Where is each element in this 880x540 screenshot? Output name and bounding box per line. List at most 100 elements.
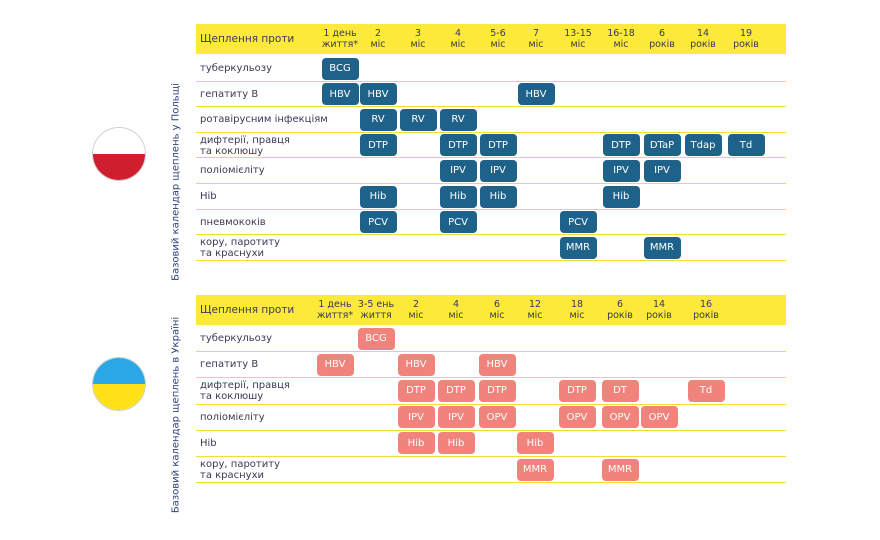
poland-header-bar: Щеплення проти 1 день життя* 2 міс 3 міс 4 міс 5-… xyxy=(196,24,786,54)
ukraine-row-divider xyxy=(196,351,786,353)
poland-vaccine-cell: RV xyxy=(439,108,477,131)
ukraine-vaccine-cell: MMR xyxy=(516,458,554,481)
poland-header-title: Щеплення проти xyxy=(200,33,295,45)
poland-column-header-line1: 3 xyxy=(414,28,422,39)
poland-row-label: поліомієліту xyxy=(200,165,265,177)
poland-column-header-line2: міс xyxy=(370,39,386,50)
ukraine-column-header-line1: 4 xyxy=(452,299,460,310)
ukraine-vaccine-cell: OPV xyxy=(601,406,639,429)
poland-row-divider xyxy=(196,157,786,159)
ukraine-vaccine-cell: DTP xyxy=(437,379,475,402)
ukraine-column-header: 6 років xyxy=(607,299,633,321)
poland-vaccine-cell: HBV xyxy=(321,83,359,106)
poland-row-label: ротавірусним інфекціям xyxy=(200,114,328,126)
ukraine-column-header-line1: 18 xyxy=(570,299,584,310)
poland-column-header-line1: 19 xyxy=(739,28,753,39)
ukraine-column-header-line2: років xyxy=(607,310,633,321)
poland-vaccine-cell: MMR xyxy=(559,236,597,259)
poland-row-divider xyxy=(196,131,786,133)
ukraine-row-label: гепатиту В xyxy=(200,359,259,371)
poland-row-label: дифтерії, правця та коклюшу xyxy=(200,134,290,157)
ukraine-column-header-line2: міс xyxy=(527,310,543,321)
poland-vaccine-cell: Hib xyxy=(359,185,397,208)
poland-column-header-line1: 13-15 xyxy=(564,28,592,39)
ukraine-vaccine-cell: HBV xyxy=(397,353,435,376)
poland-vaccine-cell: Tdap xyxy=(684,134,722,157)
poland-side-label: Базовий календар щеплень у Польщі xyxy=(170,83,182,281)
ukraine-column-header: 3-5 ень життя xyxy=(358,299,394,321)
poland-column-header: 3 міс xyxy=(410,28,425,50)
poland-column-header: 5-6 міс xyxy=(490,28,506,50)
poland-column-header-line2: міс xyxy=(528,39,544,50)
ukraine-column-header: 18 міс xyxy=(569,299,584,321)
ukraine-column-header: 2 міс xyxy=(408,299,423,321)
ukraine-column-header: 16 років xyxy=(693,299,719,321)
ukraine-column-header-line2: міс xyxy=(489,310,505,321)
poland-column-header-line1: 5-6 xyxy=(490,28,506,39)
poland-vaccine-cell: DTaP xyxy=(643,134,681,157)
poland-column-header: 4 міс xyxy=(450,28,465,50)
ukraine-column-header: 1 день життя* xyxy=(317,299,353,321)
poland-vaccine-cell: Hib xyxy=(602,185,640,208)
ukraine-vaccine-cell: DTP xyxy=(397,379,435,402)
poland-vaccine-cell: Hib xyxy=(479,185,517,208)
ukraine-column-header: 6 міс xyxy=(489,299,504,321)
ukraine-row-label: дифтерії, правця та коклюшу xyxy=(200,380,290,403)
ukraine-header-bar: Щеплення проти 1 день життя* 3-5 ень життя 2 м… xyxy=(196,295,786,325)
ukraine-column-header-line2: життя* xyxy=(316,310,354,321)
poland-row-label: туберкульозу xyxy=(200,63,273,74)
ukraine-column-header-line1: 3-5 ень xyxy=(357,299,395,310)
poland-vaccine-cell: Hib xyxy=(439,185,477,208)
poland-column-header: 14 років xyxy=(690,28,716,50)
ukraine-vaccine-cell: OPV xyxy=(478,406,516,429)
ukraine-row-label: Hib xyxy=(200,437,217,449)
poland-column-header-line2: життя* xyxy=(321,39,359,50)
ukraine-row-divider xyxy=(196,403,786,405)
ukraine-vaccine-cell: DTP xyxy=(478,379,516,402)
ukraine-vaccine-cell: DT xyxy=(601,379,639,402)
ukraine-row-divider xyxy=(196,456,786,457)
ukraine-vaccine-cell: Hib xyxy=(397,432,435,455)
poland-column-header: 16-18 міс xyxy=(607,28,635,50)
poland-column-header-line2: років xyxy=(690,39,716,50)
ukraine-vaccine-cell: MMR xyxy=(601,458,639,481)
ukraine-row-label: поліомієліту xyxy=(200,411,265,423)
poland-row-divider xyxy=(196,234,786,236)
poland-row-divider xyxy=(196,183,786,184)
ukraine-column-header-line1: 14 xyxy=(652,299,666,310)
poland-vaccine-cell: HBV xyxy=(359,83,397,106)
poland-vaccine-cell: IPV xyxy=(439,159,477,182)
poland-vaccine-cell: PCV xyxy=(559,211,597,234)
ukraine-vaccine-cell: Hib xyxy=(516,432,554,455)
ukraine-column-header-line2: років xyxy=(693,310,719,321)
poland-column-header-line1: 14 xyxy=(696,28,710,39)
ukraine-vaccine-cell: HBV xyxy=(478,353,516,376)
ukraine-row-divider xyxy=(196,429,786,431)
poland-column-header-line1: 7 xyxy=(532,28,540,39)
ukraine-column-header-line1: 12 xyxy=(528,299,542,310)
poland-column-header-line2: міс xyxy=(613,39,629,50)
poland-column-header-line2: міс xyxy=(410,39,426,50)
ukraine-column-header-line1: 2 xyxy=(412,299,420,310)
poland-vaccine-cell: IPV xyxy=(602,159,640,182)
ukraine-vaccine-cell: Td xyxy=(687,379,725,402)
poland-row-label: Hib xyxy=(200,191,217,202)
ukraine-column-header-line1: 1 день xyxy=(318,299,352,310)
poland-column-header-line1: 4 xyxy=(454,28,462,39)
ukraine-flag-icon xyxy=(93,358,145,410)
ukraine-vaccine-cell: IPV xyxy=(437,406,475,429)
poland-row-divider xyxy=(196,259,786,261)
poland-column-header-line1: 2 xyxy=(374,28,382,39)
poland-column-header-line2: міс xyxy=(570,39,586,50)
poland-row-label: пневмококів xyxy=(200,216,266,228)
ukraine-column-header-line2: життя xyxy=(360,310,392,321)
ukraine-column-header: 14 років xyxy=(646,299,672,321)
ukraine-vaccine-cell: OPV xyxy=(558,406,596,429)
poland-vaccine-cell: HBV xyxy=(517,83,555,106)
ukraine-column-header-line1: 6 xyxy=(493,299,501,310)
ukraine-row-divider xyxy=(196,482,786,484)
ukraine-vaccine-cell: IPV xyxy=(397,406,435,429)
ukraine-row-divider xyxy=(196,377,786,379)
ukraine-side-label: Базовий календар щеплень в Україні xyxy=(170,316,182,514)
poland-vaccine-cell: IPV xyxy=(479,159,517,182)
